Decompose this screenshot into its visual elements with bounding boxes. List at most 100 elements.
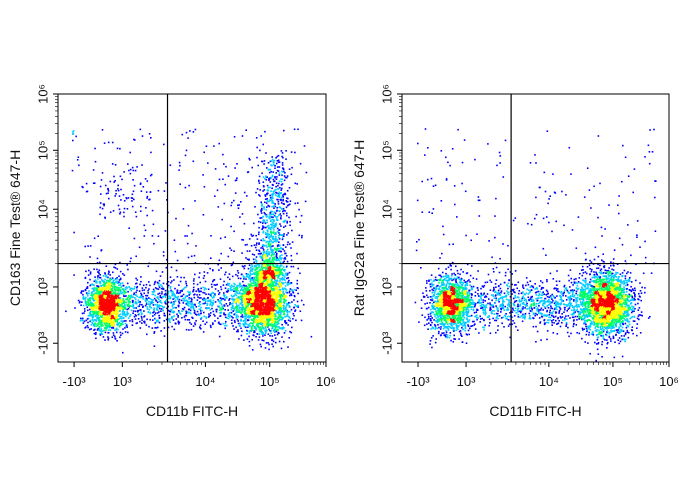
event-dot (175, 318, 178, 320)
event-dot (290, 293, 292, 295)
event-dot (119, 261, 121, 264)
event-dot (259, 274, 261, 276)
event-dot (268, 285, 271, 287)
event-dot (93, 313, 96, 315)
event-dot (260, 323, 263, 326)
event-dot (111, 296, 113, 299)
event-dot (273, 315, 275, 317)
event-dot (139, 303, 141, 306)
event-dot (186, 310, 189, 313)
event-dot (257, 320, 260, 323)
event-dot (297, 306, 299, 308)
event-dot (136, 286, 138, 289)
event-dot (246, 293, 248, 295)
event-dot (274, 314, 276, 316)
event-dot (115, 315, 118, 318)
event-dot (84, 300, 87, 302)
event-dot (252, 317, 255, 320)
event-dot (261, 291, 263, 294)
event-dot (271, 252, 274, 255)
event-dot (101, 278, 103, 281)
event-dot (114, 317, 116, 320)
event-dot (243, 308, 246, 311)
event-dot (173, 306, 176, 309)
event-dot (225, 324, 228, 327)
event-dot (249, 316, 252, 318)
event-dot (251, 349, 254, 351)
event-dot (277, 277, 279, 279)
event-dot (237, 330, 239, 333)
event-dot (278, 326, 280, 328)
event-dot (125, 291, 127, 294)
event-dot (92, 311, 95, 314)
event-dot (98, 329, 101, 332)
event-dot (281, 336, 283, 338)
event-dot (277, 283, 279, 286)
event-dot (185, 303, 188, 305)
event-dot (104, 321, 106, 324)
event-dot (283, 327, 285, 329)
event-dot (147, 289, 149, 292)
event-dot (114, 294, 117, 296)
event-dot (282, 297, 285, 299)
event-dot (190, 307, 192, 309)
event-dot (237, 272, 240, 274)
event-dot (128, 295, 131, 297)
event-dot (104, 317, 107, 320)
event-dot (179, 280, 182, 283)
event-dot (89, 271, 92, 273)
event-dot (97, 275, 99, 277)
event-dot (107, 282, 109, 284)
event-dot (269, 308, 272, 310)
event-dot (256, 242, 258, 244)
event-dot (85, 302, 87, 305)
event-dot (270, 284, 272, 287)
event-dot (152, 291, 155, 293)
event-dot (157, 306, 159, 309)
event-dot (257, 300, 259, 302)
event-dot (114, 267, 117, 269)
event-dot (238, 301, 240, 304)
event-dot (277, 311, 280, 314)
event-dot (207, 299, 209, 302)
event-dot (250, 289, 252, 292)
event-dot (264, 309, 266, 311)
event-dot (221, 308, 224, 310)
event-dot (188, 294, 190, 296)
event-dot (112, 309, 115, 312)
event-dot (264, 334, 266, 336)
event-dot (274, 291, 277, 294)
event-dot (136, 279, 139, 281)
event-dot (135, 282, 138, 285)
event-dot (310, 335, 313, 338)
event-dot (252, 298, 254, 300)
event-dot (249, 284, 252, 287)
event-dot (261, 293, 264, 296)
event-dot (129, 288, 132, 290)
event-dot (114, 319, 117, 321)
event-dot (118, 279, 121, 281)
event-dot (264, 282, 266, 285)
event-dot (109, 274, 111, 276)
event-dot (292, 291, 295, 294)
event-dot (257, 316, 260, 318)
event-dot (279, 278, 281, 280)
event-dot (267, 306, 270, 309)
event-dot (269, 314, 272, 316)
event-dot (190, 303, 193, 306)
event-dot (273, 301, 276, 304)
event-dot (89, 310, 92, 313)
event-dot (119, 301, 121, 303)
event-dot (113, 321, 116, 323)
event-dot (261, 286, 263, 288)
event-dot (264, 298, 267, 301)
event-dot (252, 267, 254, 270)
event-dot (274, 306, 277, 308)
event-dot (268, 315, 270, 318)
event-dot (276, 307, 279, 310)
event-dot (115, 312, 117, 314)
event-dot (146, 306, 148, 308)
event-dot (132, 303, 134, 305)
event-dot (99, 334, 102, 336)
event-dot (265, 322, 267, 324)
